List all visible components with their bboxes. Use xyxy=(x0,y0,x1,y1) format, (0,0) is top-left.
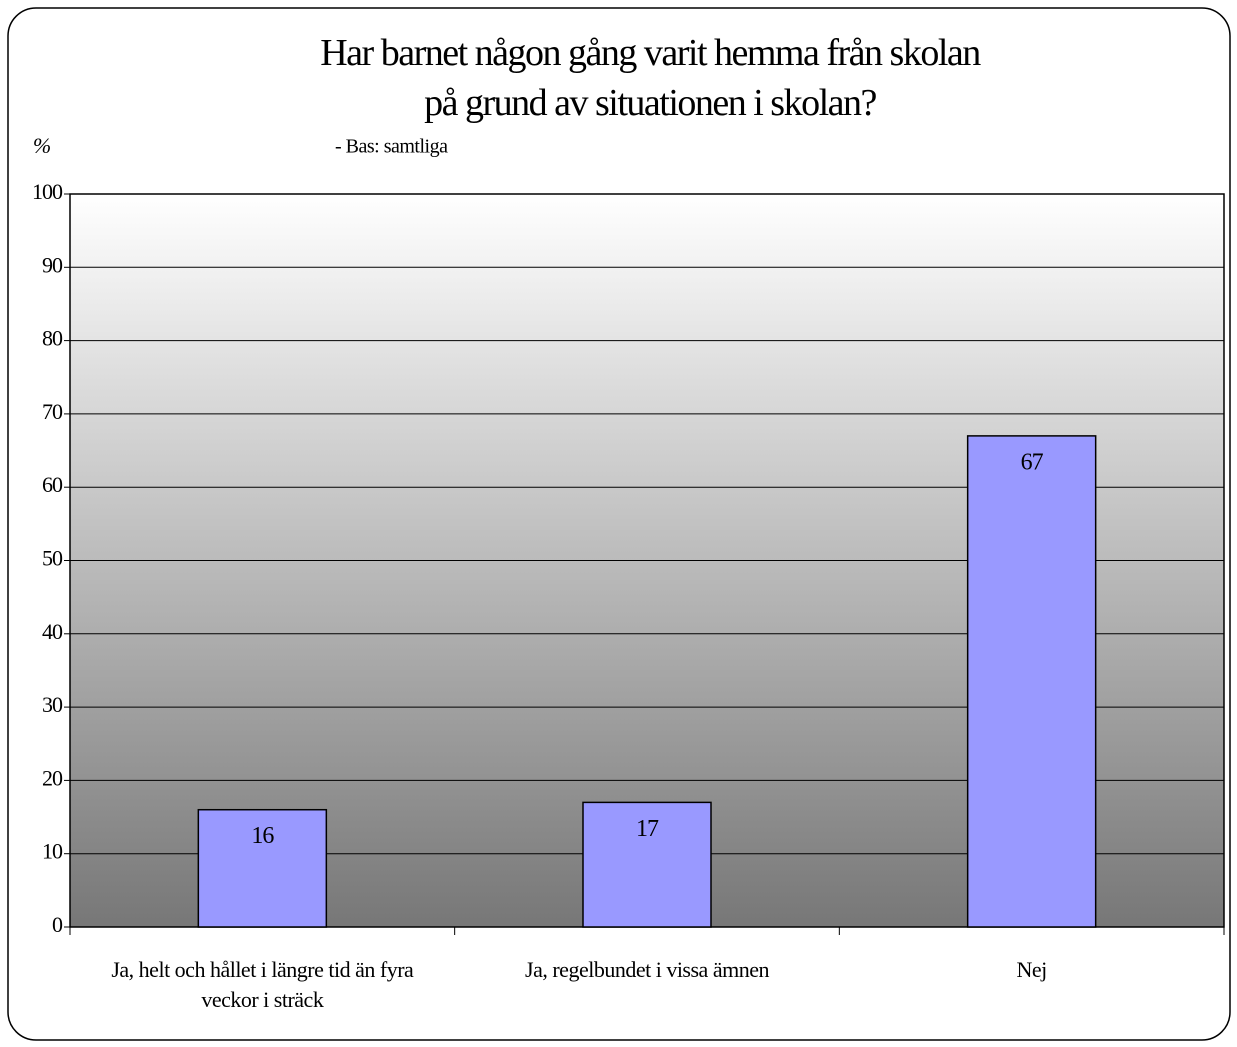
bar xyxy=(582,801,712,928)
x-tick-label: Nej xyxy=(1016,957,1048,982)
data-label: 16 xyxy=(251,823,274,849)
data-label: 17 xyxy=(636,816,659,842)
y-tick-label: 60 xyxy=(42,472,63,497)
y-tick-label: 10 xyxy=(42,839,63,864)
bar xyxy=(966,435,1097,928)
x-tick-label: Ja, regelbundet i vissa ämnen xyxy=(525,957,769,982)
y-tick-label: 0 xyxy=(52,912,63,937)
y-tick-label: 20 xyxy=(42,765,63,790)
y-axis-label: % xyxy=(33,133,51,158)
y-tick-label: 40 xyxy=(42,619,63,644)
y-tick-label: 80 xyxy=(42,326,63,351)
y-tick-label: 30 xyxy=(42,692,63,717)
data-label: 67 xyxy=(1021,449,1044,475)
chart-subtitle: - Bas: samtliga xyxy=(335,136,448,158)
chart-title: Har barnet någon gång varit hemma från s… xyxy=(320,32,981,124)
y-tick-label: 50 xyxy=(42,546,63,571)
bar xyxy=(197,808,328,928)
y-tick-label: 100 xyxy=(32,179,63,204)
x-tick-label: Ja, helt och hållet i längre tid än fyra… xyxy=(111,957,414,1012)
y-tick-label: 90 xyxy=(42,252,63,277)
y-tick-label: 70 xyxy=(42,399,63,424)
